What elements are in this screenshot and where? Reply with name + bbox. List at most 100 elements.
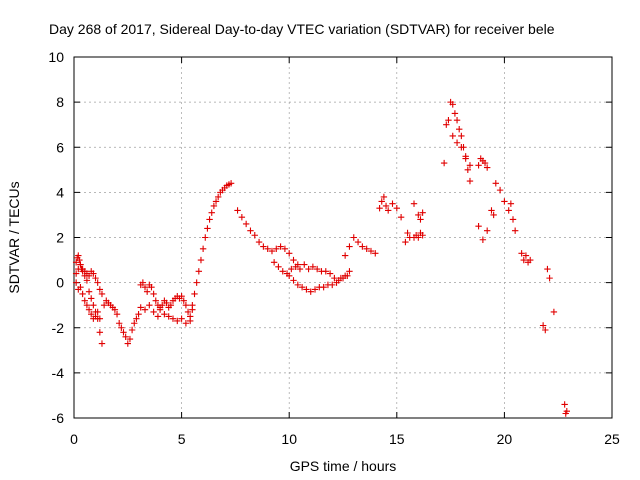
x-tick-label: 25: [604, 431, 620, 447]
y-tick-label: -6: [52, 410, 65, 426]
data-point: [83, 301, 91, 309]
data-point: [88, 311, 95, 318]
series-trace-l: [376, 193, 426, 246]
data-point: [242, 220, 250, 228]
data-point: [313, 265, 321, 273]
data-point: [288, 265, 295, 273]
series-trace-b: [72, 279, 104, 322]
data-point: [206, 216, 213, 223]
data-point: [118, 324, 125, 331]
data-point: [163, 299, 170, 307]
data-point: [303, 286, 310, 293]
data-point: [464, 166, 472, 174]
series-trace-j: [286, 268, 353, 295]
data-point: [124, 340, 131, 347]
data-point: [298, 283, 306, 291]
data-point: [544, 265, 551, 273]
series-trace-k: [341, 234, 379, 259]
data-point: [88, 295, 95, 302]
data-point: [143, 288, 151, 295]
data-point: [402, 238, 409, 246]
x-tick-label: 10: [281, 431, 297, 447]
data-point: [281, 245, 289, 252]
data-point: [120, 329, 127, 336]
data-point: [509, 216, 517, 223]
data-point: [546, 274, 553, 282]
series-trace-c: [72, 261, 106, 298]
data-point: [419, 232, 426, 239]
data-point: [197, 256, 205, 264]
y-tick-label: -2: [52, 320, 65, 336]
data-point: [178, 315, 185, 322]
data-point: [180, 297, 187, 304]
data-point: [522, 252, 530, 259]
series-trace-g: [189, 180, 235, 309]
data-point: [301, 261, 308, 268]
data-point: [251, 232, 258, 239]
data-point: [518, 250, 525, 257]
series-trace-q: [475, 180, 519, 243]
data-point: [83, 277, 91, 284]
data-point: [96, 286, 104, 293]
data-point: [90, 270, 97, 277]
series-trace-d: [100, 297, 144, 347]
data-point: [305, 265, 312, 273]
data-point: [115, 320, 123, 327]
data-point: [204, 225, 211, 232]
data-point: [264, 245, 271, 252]
data-point: [397, 213, 405, 221]
data-point: [85, 306, 93, 313]
data-point: [131, 320, 138, 327]
data-point: [440, 159, 448, 167]
data-point: [363, 245, 370, 252]
data-point: [275, 263, 282, 271]
data-point: [367, 247, 375, 255]
data-point: [169, 315, 177, 322]
data-point: [139, 279, 147, 286]
data-point: [165, 313, 172, 320]
data-point: [72, 270, 80, 277]
series-trace-r: [518, 250, 534, 266]
data-point: [76, 256, 83, 264]
data-point: [453, 139, 461, 146]
data-point: [187, 317, 194, 325]
data-point: [290, 277, 297, 284]
data-point: [511, 227, 519, 234]
data-point: [174, 317, 181, 325]
data-point: [384, 207, 392, 214]
data-point: [542, 326, 549, 334]
data-point: [290, 256, 297, 264]
x-axis-label: GPS time / hours: [290, 458, 397, 474]
data-point: [247, 227, 254, 234]
data-point: [96, 315, 104, 322]
data-point: [92, 313, 99, 320]
data-point: [372, 250, 379, 257]
data-point: [458, 132, 465, 140]
data-point: [152, 297, 159, 304]
x-tick-label: 0: [70, 431, 78, 447]
data-point: [210, 202, 218, 210]
data-point: [94, 279, 101, 286]
data-point: [466, 162, 474, 169]
data-point: [393, 204, 400, 212]
data-point: [159, 301, 166, 309]
y-tick-label: 0: [56, 275, 64, 291]
x-axis-ticks: 0 5 10 15 20 25: [70, 57, 620, 447]
data-point: [346, 268, 353, 275]
data-point: [85, 288, 93, 295]
data-point: [154, 313, 162, 320]
data-point: [449, 132, 456, 140]
series-trace-f: [141, 301, 194, 327]
data-point: [122, 333, 129, 340]
data-point: [279, 268, 286, 275]
data-point: [161, 311, 168, 318]
data-point: [307, 288, 314, 295]
data-point: [479, 236, 487, 243]
data-point: [189, 301, 196, 309]
data-point: [415, 234, 422, 241]
data-point: [156, 306, 164, 313]
data-point: [456, 126, 463, 133]
data-point: [268, 247, 276, 255]
y-axis-label: SDTVAR / TECUs: [6, 181, 22, 293]
